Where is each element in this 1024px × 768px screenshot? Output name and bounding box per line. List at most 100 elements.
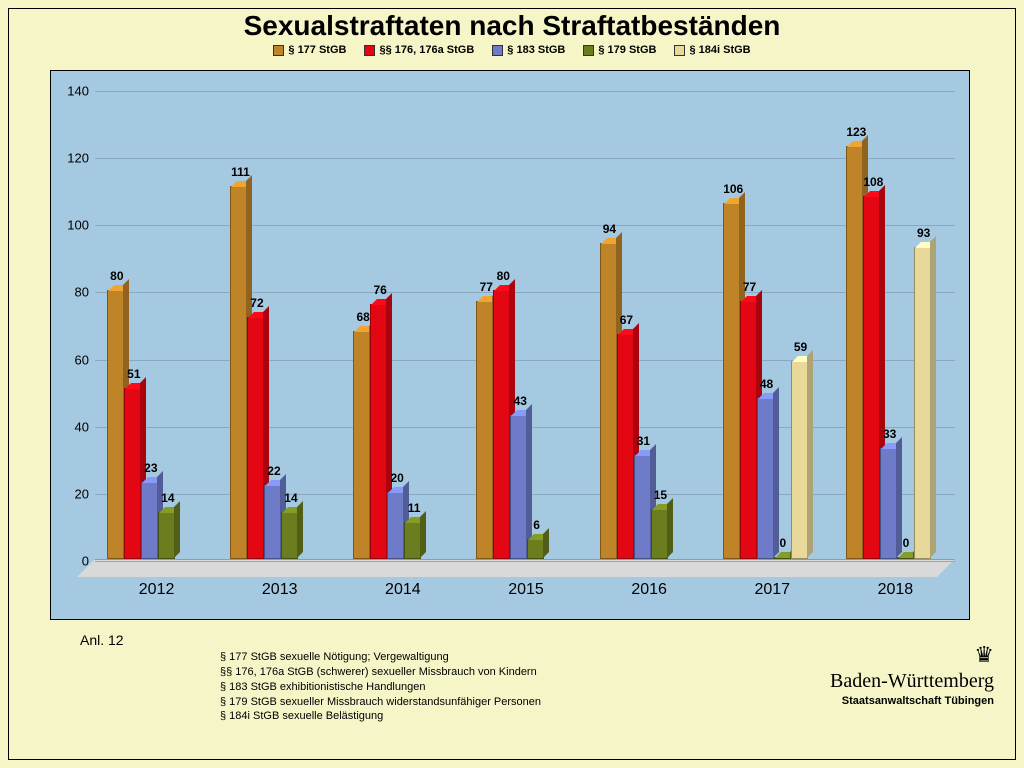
bar: 14 <box>281 512 298 559</box>
attachment-label: Anl. 12 <box>80 632 124 648</box>
gridline <box>95 91 955 92</box>
year-group: 946731152016 <box>600 243 699 559</box>
legend-swatch <box>583 45 594 56</box>
bar-value-label: 20 <box>390 471 403 485</box>
footnote-line: § 183 StGB exhibitionistische Handlungen <box>220 680 541 695</box>
footnote-line: § 184i StGB sexuelle Belästigung <box>220 709 541 724</box>
bar-value-label: 6 <box>533 518 540 532</box>
bar: 6 <box>527 539 544 559</box>
bar: 22 <box>264 485 281 559</box>
legend-swatch <box>674 45 685 56</box>
legend-item: §§ 176, 176a StGB <box>364 44 474 56</box>
bar: 0 <box>897 557 914 559</box>
bar-value-label: 111 <box>231 165 250 179</box>
bar-value-label: 43 <box>514 394 527 408</box>
bar-value-label: 77 <box>743 280 756 294</box>
x-axis-label: 2018 <box>878 581 914 599</box>
bar: 77 <box>740 301 757 560</box>
brand-sub: Staatsanwaltschaft Tübingen <box>830 695 994 707</box>
footnotes: § 177 StGB sexuelle Nötigung; Vergewalti… <box>220 650 541 724</box>
bar: 31 <box>634 455 651 559</box>
bar-value-label: 0 <box>903 536 910 550</box>
y-axis-label: 40 <box>59 419 89 434</box>
bar: 43 <box>510 415 527 559</box>
footnote-line: § 177 StGB sexuelle Nötigung; Vergewalti… <box>220 650 541 665</box>
gridline <box>95 225 955 226</box>
bar-value-label: 106 <box>723 182 743 196</box>
year-group: 687620112014 <box>353 304 452 559</box>
legend-swatch <box>492 45 503 56</box>
y-axis-label: 0 <box>59 554 89 569</box>
legend-swatch <box>364 45 375 56</box>
year-group: 10677480592017 <box>723 203 822 559</box>
y-axis-label: 20 <box>59 486 89 501</box>
bar: 59 <box>791 361 808 559</box>
bar-value-label: 77 <box>480 280 493 294</box>
bar: 33 <box>880 448 897 559</box>
bar-value-label: 48 <box>760 377 773 391</box>
bar-value-label: 14 <box>284 491 297 505</box>
bar-value-label: 14 <box>161 491 174 505</box>
legend-label: § 179 StGB <box>598 44 656 56</box>
x-axis-label: 2012 <box>139 581 175 599</box>
bar: 67 <box>617 334 634 559</box>
legend-item: § 177 StGB <box>273 44 346 56</box>
brand-name: Baden-Württemberg <box>830 670 994 693</box>
bar-value-label: 23 <box>144 461 157 475</box>
bar-value-label: 33 <box>883 427 896 441</box>
bar: 51 <box>124 388 141 559</box>
legend-label: §§ 176, 176a StGB <box>379 44 474 56</box>
bar-value-label: 51 <box>127 367 140 381</box>
legend-item: § 179 StGB <box>583 44 656 56</box>
bar-value-label: 68 <box>356 310 369 324</box>
bar: 14 <box>158 512 175 559</box>
legend-item: § 184i StGB <box>674 44 750 56</box>
bar-value-label: 80 <box>497 269 510 283</box>
bar: 111 <box>230 186 247 559</box>
bar: 80 <box>493 290 510 559</box>
gridline <box>95 561 955 562</box>
bar-value-label: 11 <box>408 501 421 515</box>
y-axis-label: 140 <box>59 84 89 99</box>
bar: 23 <box>141 482 158 559</box>
year-group: 1117222142013 <box>230 186 329 559</box>
y-axis-label: 80 <box>59 285 89 300</box>
chart-area: 0204060801001201408051231420121117222142… <box>50 70 970 620</box>
legend: § 177 StGB §§ 176, 176a StGB § 183 StGB § 1… <box>0 44 1024 56</box>
legend-swatch <box>273 45 284 56</box>
legend-label: § 177 StGB <box>288 44 346 56</box>
bar-value-label: 67 <box>620 313 633 327</box>
y-axis-label: 60 <box>59 352 89 367</box>
legend-label: § 183 StGB <box>507 44 565 56</box>
bar: 11 <box>404 522 421 559</box>
bar-value-label: 123 <box>846 125 866 139</box>
y-axis-label: 100 <box>59 218 89 233</box>
footnote-line: §§ 176, 176a StGB (schwerer) sexueller M… <box>220 665 541 680</box>
bar-value-label: 22 <box>267 464 280 478</box>
bar: 106 <box>723 203 740 559</box>
year-group: 123108330932018 <box>846 146 945 559</box>
bar-value-label: 72 <box>250 296 263 310</box>
footnote-line: § 179 StGB sexueller Missbrauch widersta… <box>220 695 541 710</box>
legend-label: § 184i StGB <box>689 44 750 56</box>
y-axis-label: 120 <box>59 151 89 166</box>
chart-title: Sexualstraftaten nach Straftatbeständen <box>0 0 1024 42</box>
legend-item: § 183 StGB <box>492 44 565 56</box>
bar-value-label: 94 <box>603 222 616 236</box>
bar: 76 <box>370 304 387 559</box>
bar-value-label: 93 <box>917 226 930 240</box>
x-axis-label: 2013 <box>262 581 298 599</box>
bar: 68 <box>353 331 370 559</box>
gridline <box>95 158 955 159</box>
bar: 77 <box>476 301 493 560</box>
x-axis-label: 2016 <box>631 581 667 599</box>
bar: 94 <box>600 243 617 559</box>
bar: 72 <box>247 317 264 559</box>
bar: 0 <box>774 557 791 559</box>
bar-value-label: 15 <box>654 488 667 502</box>
bar-value-label: 80 <box>110 269 123 283</box>
bar-value-label: 76 <box>373 283 386 297</box>
x-axis-label: 2017 <box>754 581 790 599</box>
bar: 15 <box>651 509 668 559</box>
x-axis-label: 2014 <box>385 581 421 599</box>
